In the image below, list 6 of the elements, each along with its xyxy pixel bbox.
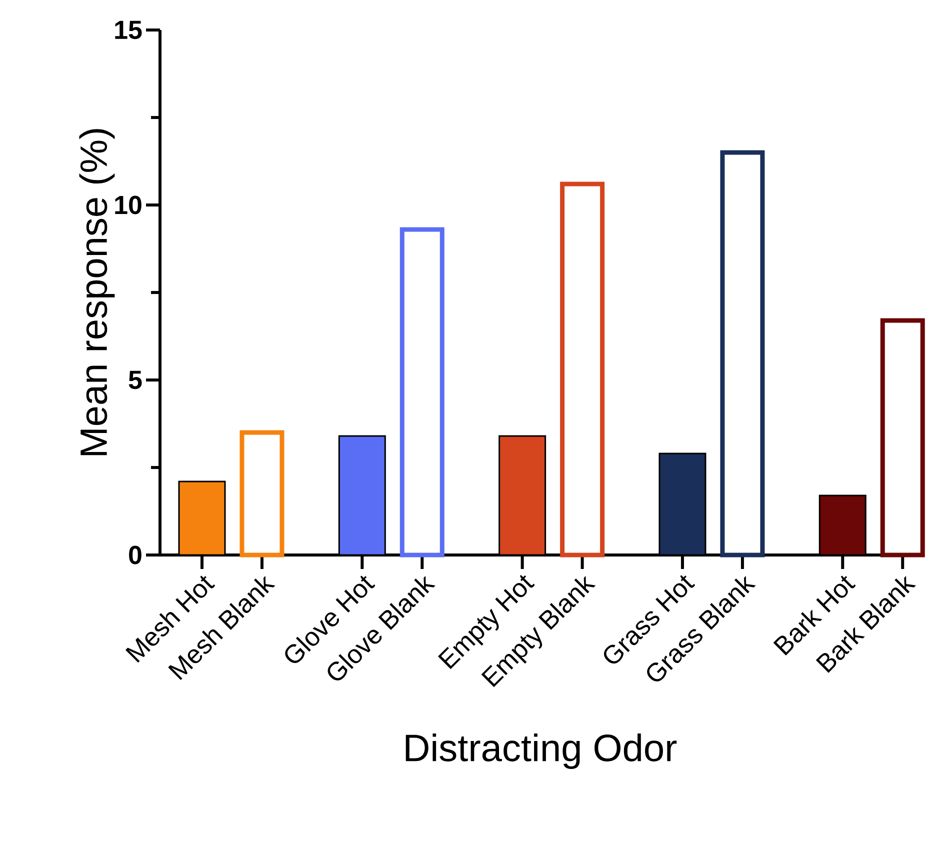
y-tick-label: 5 <box>128 370 142 390</box>
y-axis-title: Mean response (%) <box>79 129 115 456</box>
x-axis-title: Distracting Odor <box>406 734 677 769</box>
y-tick-label: 10 <box>115 196 142 214</box>
y-tick-label: 0 <box>129 546 142 564</box>
y-tick-label: 15 <box>115 20 142 40</box>
